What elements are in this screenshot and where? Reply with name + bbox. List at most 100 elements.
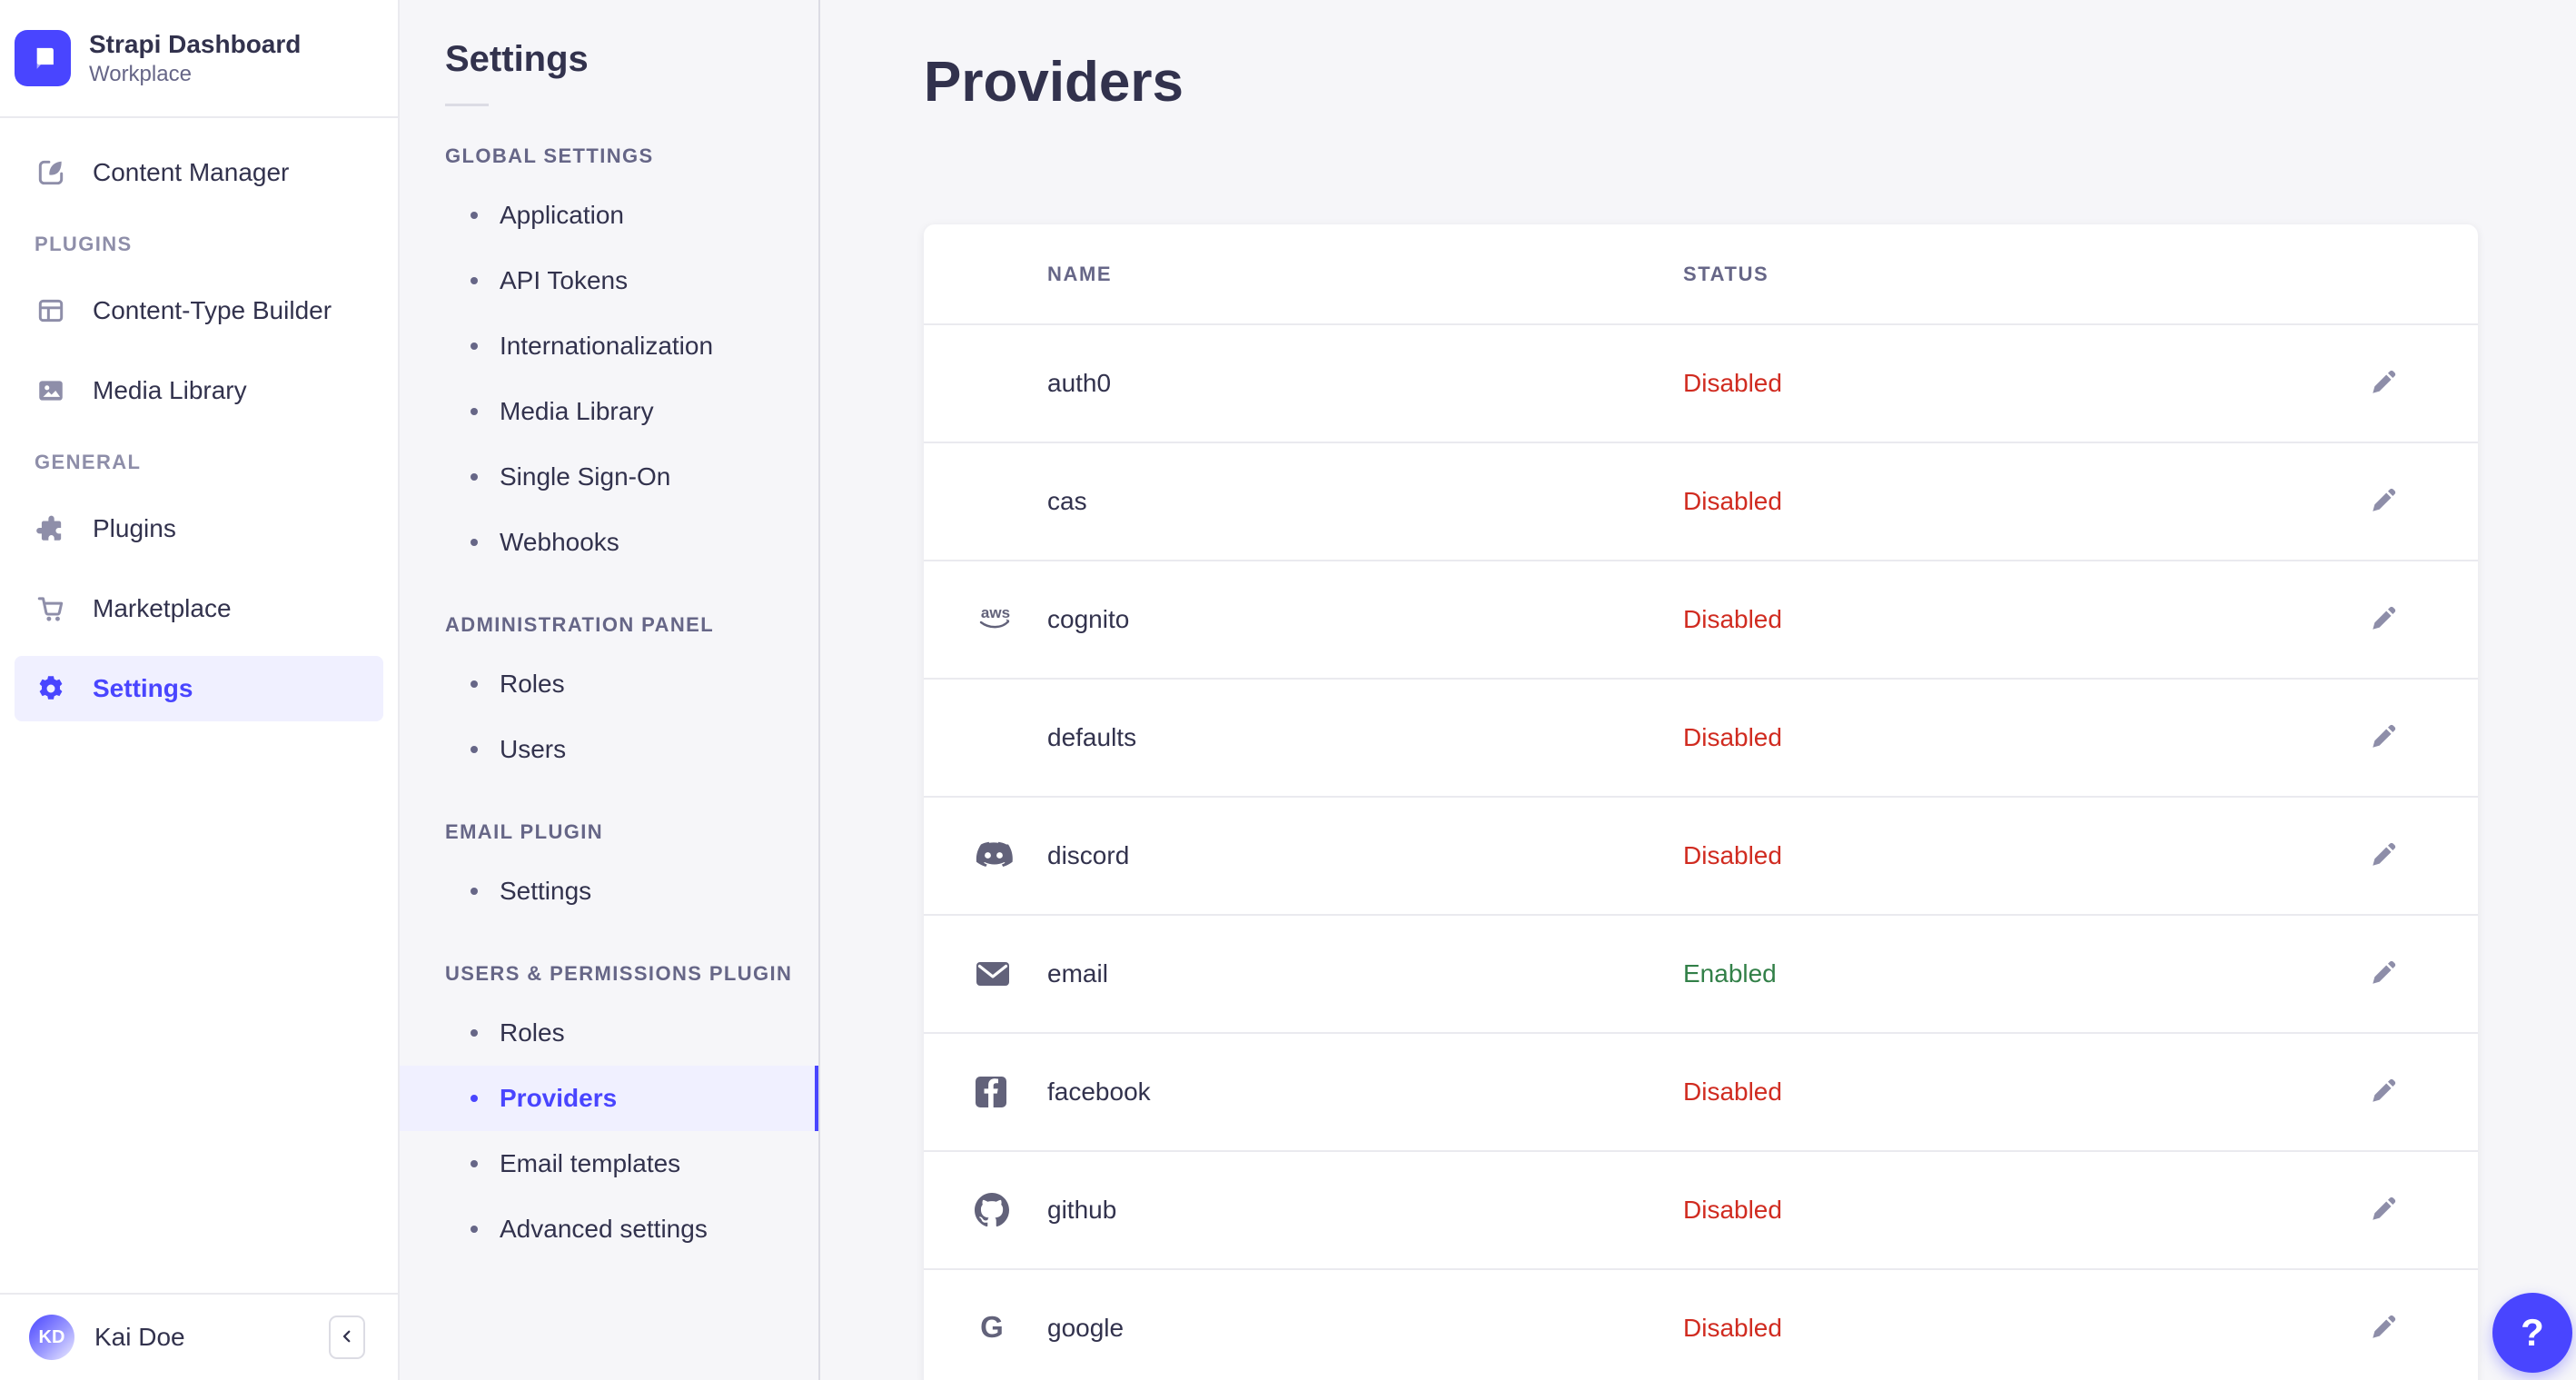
edit-provider-button[interactable] <box>2358 476 2409 527</box>
user-name: Kai Doe <box>94 1323 185 1351</box>
edit-provider-button[interactable] <box>2358 1067 2409 1117</box>
picture-icon <box>35 374 67 407</box>
bullet-icon <box>471 212 478 219</box>
subnav-item-email-templates[interactable]: Email templates <box>400 1131 818 1196</box>
status-badge: Disabled <box>1683 487 1782 515</box>
sidebar-item-content-type-builder[interactable]: Content-Type Builder <box>15 278 383 343</box>
bullet-icon <box>471 1029 478 1037</box>
subnav-item-admin-users[interactable]: Users <box>400 717 818 782</box>
github-icon <box>975 1193 1047 1227</box>
table-row[interactable]: email Enabled <box>924 916 2478 1034</box>
chevron-left-icon <box>339 1328 355 1347</box>
subnav-item-internationalization[interactable]: Internationalization <box>400 313 818 379</box>
main-content: Providers NAME STATUS auth0 Disabled <box>820 0 2576 1380</box>
facebook-icon <box>975 1076 1047 1108</box>
subnav-item-media-library[interactable]: Media Library <box>400 379 818 444</box>
avatar[interactable]: KD <box>29 1315 74 1360</box>
bullet-icon <box>471 888 478 895</box>
workspace-brand[interactable]: Strapi Dashboard Workplace <box>0 0 398 118</box>
edit-provider-button[interactable] <box>2358 830 2409 881</box>
settings-subnav: Settings GLOBAL SETTINGS Application API… <box>400 0 820 1380</box>
pencil-icon <box>2368 1194 2399 1227</box>
main-sidebar: Strapi Dashboard Workplace Content Manag… <box>0 0 400 1380</box>
status-badge: Disabled <box>1683 605 1782 633</box>
puzzle-icon <box>35 512 67 545</box>
table-row[interactable]: defaults Disabled <box>924 680 2478 798</box>
nav-section-general: GENERAL <box>35 451 142 473</box>
edit-provider-button[interactable] <box>2358 948 2409 999</box>
status-badge: Disabled <box>1683 841 1782 869</box>
subnav-item-advanced-settings[interactable]: Advanced settings <box>400 1196 818 1262</box>
brand-title: Strapi Dashboard <box>89 30 302 58</box>
pencil-icon <box>2368 839 2399 873</box>
pen-writing-icon <box>35 156 67 189</box>
edit-provider-button[interactable] <box>2358 712 2409 763</box>
bullet-icon <box>471 408 478 415</box>
subnav-item-webhooks[interactable]: Webhooks <box>400 510 818 575</box>
sidebar-nav: Content Manager PLUGINS Content-Type Bui… <box>0 118 398 1293</box>
pencil-icon <box>2368 1076 2399 1109</box>
edit-provider-button[interactable] <box>2358 594 2409 645</box>
collapse-sidebar-button[interactable] <box>329 1315 365 1359</box>
sidebar-footer: KD Kai Doe <box>0 1293 398 1380</box>
status-badge: Enabled <box>1683 959 1777 988</box>
table-row[interactable]: G google Disabled <box>924 1270 2478 1380</box>
subnav-item-application[interactable]: Application <box>400 183 818 248</box>
subnav-section-global-settings: GLOBAL SETTINGS Application API Tokens I… <box>400 144 818 575</box>
edit-provider-button[interactable] <box>2358 1303 2409 1354</box>
subnav-title: Settings <box>445 39 589 79</box>
subnav-section-label: EMAIL PLUGIN <box>445 820 604 843</box>
status-badge: Disabled <box>1683 1077 1782 1106</box>
sidebar-item-plugins[interactable]: Plugins <box>15 496 383 561</box>
pencil-icon <box>2368 603 2399 637</box>
table-row[interactable]: cas Disabled <box>924 443 2478 561</box>
edit-provider-button[interactable] <box>2358 1185 2409 1236</box>
status-badge: Disabled <box>1683 1314 1782 1342</box>
page-title: Providers <box>924 51 1184 114</box>
subnav-item-up-roles[interactable]: Roles <box>400 1000 818 1066</box>
subnav-section-label: ADMINISTRATION PANEL <box>445 613 715 636</box>
bullet-icon <box>471 1095 478 1102</box>
subnav-item-api-tokens[interactable]: API Tokens <box>400 248 818 313</box>
status-badge: Disabled <box>1683 1196 1782 1224</box>
subnav-item-email-settings[interactable]: Settings <box>400 859 818 924</box>
pencil-icon <box>2368 485 2399 519</box>
gear-icon <box>35 672 67 705</box>
table-row[interactable]: aws cognito Disabled <box>924 561 2478 680</box>
subnav-section-label: GLOBAL SETTINGS <box>445 144 654 167</box>
sidebar-item-label: Settings <box>93 674 193 702</box>
column-header-status: STATUS <box>1683 262 1769 285</box>
subnav-section-label: USERS & PERMISSIONS PLUGIN <box>445 962 793 985</box>
strapi-logo-icon <box>15 30 71 86</box>
sidebar-item-media-library[interactable]: Media Library <box>15 358 383 423</box>
svg-text:aws: aws <box>981 604 1010 621</box>
nav-section-plugins: PLUGINS <box>35 233 133 255</box>
sidebar-item-label: Plugins <box>93 514 176 542</box>
subnav-section-email-plugin: EMAIL PLUGIN Settings <box>400 820 818 924</box>
status-badge: Disabled <box>1683 369 1782 397</box>
brand-subtitle: Workplace <box>89 62 192 86</box>
subnav-item-admin-roles[interactable]: Roles <box>400 651 818 717</box>
table-row[interactable]: github Disabled <box>924 1152 2478 1270</box>
bullet-icon <box>471 746 478 753</box>
help-button[interactable]: ? <box>2492 1293 2572 1373</box>
subnav-item-single-sign-on[interactable]: Single Sign-On <box>400 444 818 510</box>
table-row[interactable]: facebook Disabled <box>924 1034 2478 1152</box>
column-header-name: NAME <box>1047 262 1113 285</box>
status-badge: Disabled <box>1683 723 1782 751</box>
bullet-icon <box>471 277 478 284</box>
sidebar-item-marketplace[interactable]: Marketplace <box>15 576 383 641</box>
sidebar-item-label: Content Manager <box>93 158 290 186</box>
bullet-icon <box>471 680 478 688</box>
aws-icon: aws <box>975 601 1047 638</box>
edit-provider-button[interactable] <box>2358 358 2409 409</box>
table-row[interactable]: auth0 Disabled <box>924 325 2478 443</box>
sidebar-item-settings[interactable]: Settings <box>15 656 383 721</box>
table-row[interactable]: discord Disabled <box>924 798 2478 916</box>
sidebar-item-content-manager[interactable]: Content Manager <box>15 140 383 205</box>
pencil-icon <box>2368 958 2399 991</box>
subnav-section-administration-panel: ADMINISTRATION PANEL Roles Users <box>400 613 818 782</box>
subnav-item-providers[interactable]: Providers <box>400 1066 818 1131</box>
bullet-icon <box>471 473 478 481</box>
sidebar-item-label: Marketplace <box>93 594 232 622</box>
